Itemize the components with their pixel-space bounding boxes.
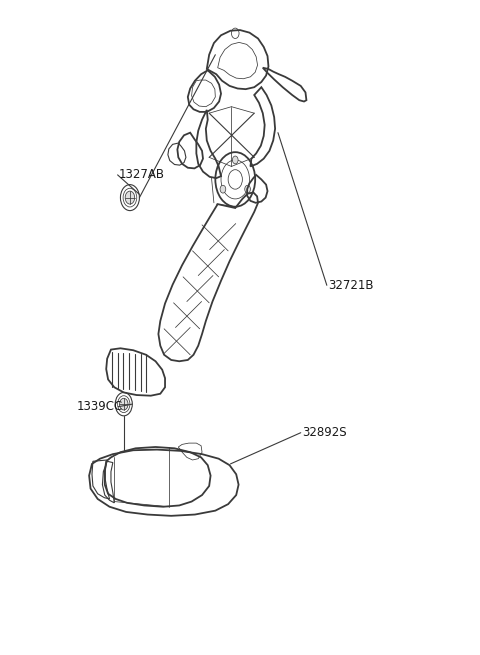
Circle shape <box>220 185 226 193</box>
Text: 32721B: 32721B <box>328 279 373 291</box>
Circle shape <box>125 191 135 204</box>
Circle shape <box>232 156 238 164</box>
Text: 1327AB: 1327AB <box>119 168 165 181</box>
Circle shape <box>245 185 251 193</box>
Circle shape <box>120 398 128 410</box>
Text: 1339CC: 1339CC <box>76 400 122 413</box>
Text: 32892S: 32892S <box>301 426 346 440</box>
